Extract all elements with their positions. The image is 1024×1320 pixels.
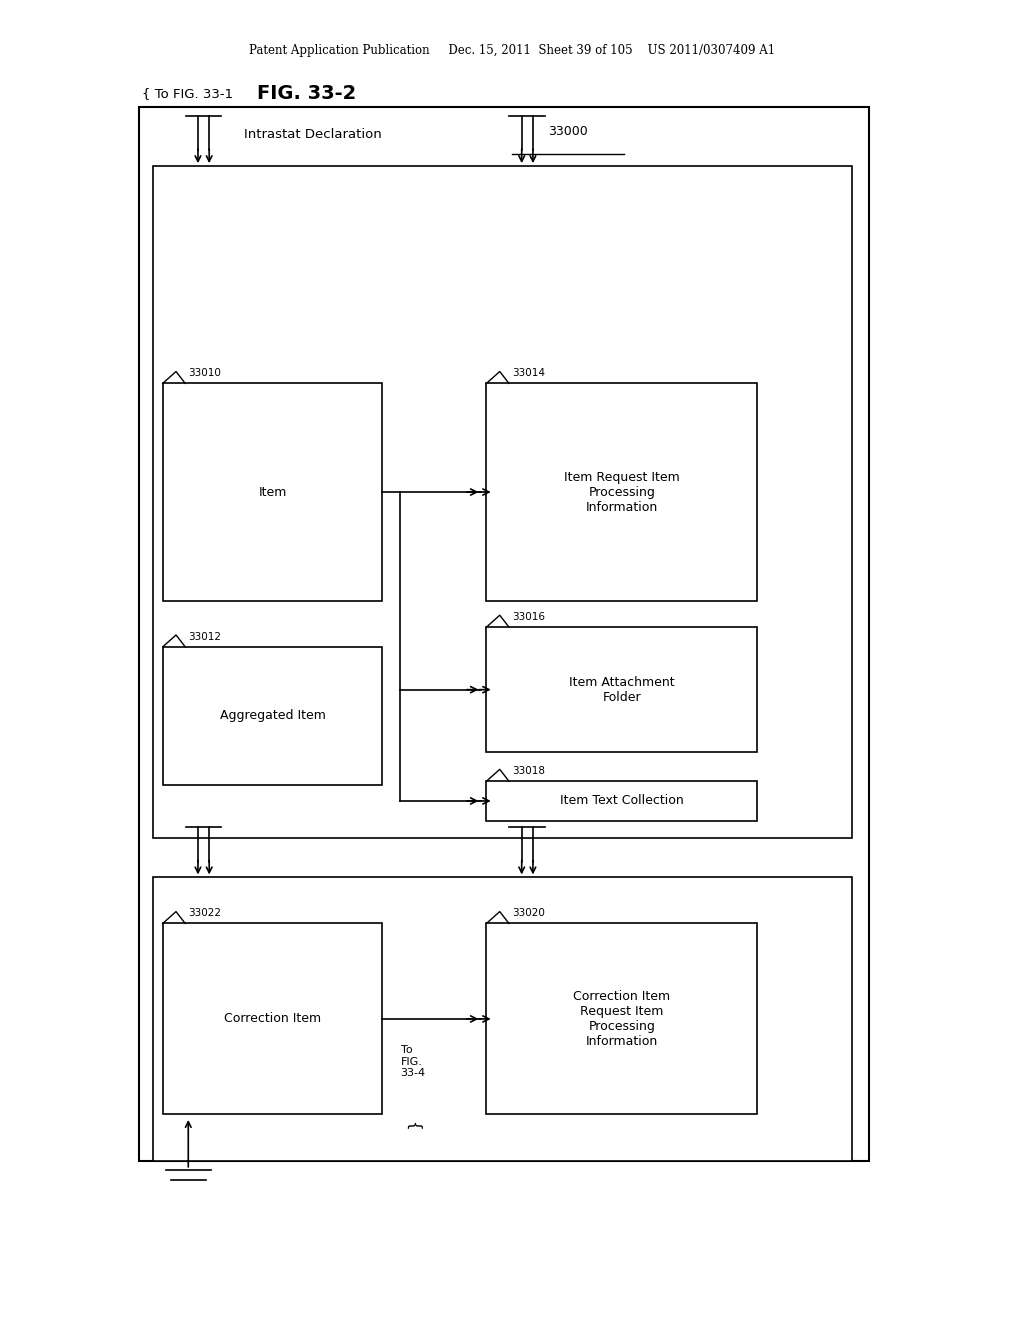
Text: 33020: 33020 <box>512 908 545 919</box>
Text: 33014: 33014 <box>512 368 545 378</box>
Text: {: { <box>406 1121 421 1131</box>
Text: 33012: 33012 <box>188 631 221 642</box>
Bar <box>139 107 869 1160</box>
Text: Patent Application Publication     Dec. 15, 2011  Sheet 39 of 105    US 2011/030: Patent Application Publication Dec. 15, … <box>249 44 775 57</box>
Bar <box>163 383 382 601</box>
Bar <box>486 781 757 821</box>
Bar <box>486 383 757 601</box>
Text: 33000: 33000 <box>548 125 588 139</box>
Text: Item: Item <box>258 486 287 499</box>
Text: Item Attachment
Folder: Item Attachment Folder <box>569 676 675 704</box>
Text: FIG. 33-2: FIG. 33-2 <box>257 84 356 103</box>
Bar <box>163 647 382 785</box>
Text: Correction Item: Correction Item <box>224 1012 322 1026</box>
Text: Intrastat Declaration: Intrastat Declaration <box>244 128 382 141</box>
Text: Aggregated Item: Aggregated Item <box>219 709 326 722</box>
Text: Item Text Collection: Item Text Collection <box>560 795 684 808</box>
Bar <box>153 166 852 838</box>
Text: To
FIG.
33-4: To FIG. 33-4 <box>400 1045 426 1078</box>
Text: 33018: 33018 <box>512 766 545 776</box>
Text: { To FIG. 33-1: { To FIG. 33-1 <box>142 87 242 100</box>
Bar <box>486 627 757 752</box>
Text: 33016: 33016 <box>512 611 545 622</box>
Text: 33022: 33022 <box>188 908 221 919</box>
Text: Correction Item
Request Item
Processing
Information: Correction Item Request Item Processing … <box>573 990 671 1048</box>
Bar <box>153 878 852 1160</box>
Bar <box>163 924 382 1114</box>
Text: 33010: 33010 <box>188 368 221 378</box>
Text: Item Request Item
Processing
Information: Item Request Item Processing Information <box>564 470 680 513</box>
Bar <box>486 924 757 1114</box>
